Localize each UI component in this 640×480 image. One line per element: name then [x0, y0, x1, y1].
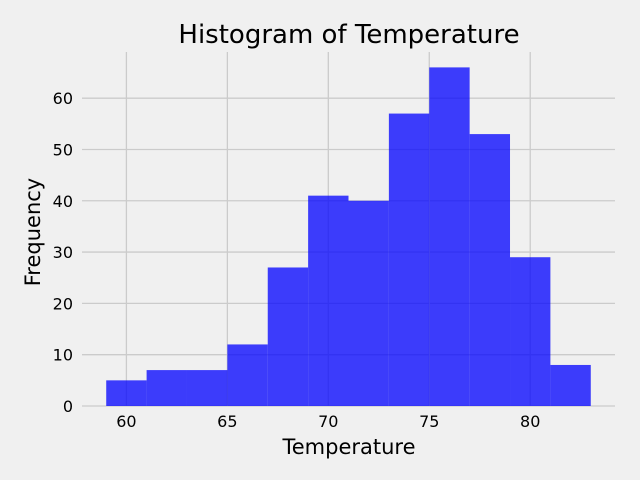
bar-5: [308, 195, 349, 406]
bar-1: [146, 370, 187, 406]
bar-6: [348, 200, 389, 406]
bar-9: [469, 134, 511, 406]
y-tick-label-1: 10: [53, 346, 73, 365]
bar-3: [227, 344, 268, 406]
y-tick-label-0: 0: [63, 397, 73, 416]
x-tick-label-2: 70: [318, 412, 338, 431]
bars: [106, 67, 591, 407]
y-tick-label-2: 20: [53, 294, 73, 313]
y-tick-label-3: 30: [53, 243, 73, 262]
x-axis-label: Temperature: [281, 435, 415, 459]
bar-8: [429, 67, 470, 407]
bar-11: [550, 364, 591, 406]
y-tick-labels: 0 10 20 30 40 50 60: [53, 89, 73, 416]
y-tick-label-5: 50: [53, 140, 73, 159]
x-tick-label-4: 80: [520, 412, 540, 431]
chart-title: Histogram of Temperature: [178, 20, 519, 50]
x-tick-label-0: 60: [116, 412, 136, 431]
y-axis-label: Frequency: [21, 178, 45, 287]
x-tick-labels: 60 65 70 75 80: [116, 412, 540, 431]
x-tick-label-3: 75: [419, 412, 439, 431]
x-tick-label-1: 65: [217, 412, 237, 431]
bar-10: [510, 257, 551, 406]
y-tick-label-6: 60: [53, 89, 73, 108]
bar-2: [186, 370, 228, 406]
bar-7: [388, 113, 430, 406]
bar-0: [106, 380, 147, 406]
y-tick-label-4: 40: [53, 192, 73, 211]
bar-4: [267, 267, 309, 406]
